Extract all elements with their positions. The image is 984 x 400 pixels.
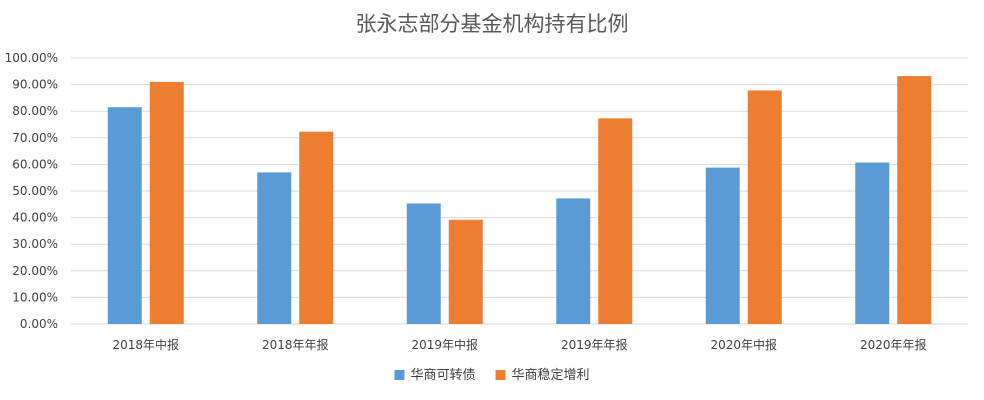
y-tick-label: 50.00% xyxy=(12,184,58,198)
y-tick-label: 10.00% xyxy=(12,290,58,304)
legend: 华商可转债 华商稳定增利 xyxy=(394,367,590,383)
bar xyxy=(257,172,292,324)
bar xyxy=(747,90,782,325)
bar xyxy=(598,118,633,324)
legend-item: 华商可转债 xyxy=(394,368,476,383)
x-tick-label: 2020年年报 xyxy=(860,337,927,352)
y-tick-label: 60.00% xyxy=(12,157,58,171)
x-tick-label: 2018年中报 xyxy=(112,337,179,352)
y-tick-label: 30.00% xyxy=(12,237,58,251)
x-tick-label: 2020年中报 xyxy=(710,337,777,352)
y-tick-label: 70.00% xyxy=(12,131,58,145)
bar xyxy=(705,167,740,324)
bars xyxy=(107,76,932,325)
bar xyxy=(406,203,441,324)
x-tick-label: 2019年中报 xyxy=(411,337,478,352)
y-tick-label: 20.00% xyxy=(12,264,58,278)
bar xyxy=(299,131,334,324)
y-tick-label: 90.00% xyxy=(12,78,58,92)
bar xyxy=(149,81,184,324)
y-tick-label: 0.00% xyxy=(20,317,58,331)
x-tick-label: 2019年年报 xyxy=(561,337,628,352)
y-tick-label: 40.00% xyxy=(12,211,58,225)
x-axis-tick-labels: 2018年中报 2018年年报 2019年中报 2019年年报 2020年中报 2020年… xyxy=(112,337,926,352)
legend-item: 华商稳定增利 xyxy=(495,367,590,383)
y-tick-label: 100.00% xyxy=(5,51,58,65)
gridlines xyxy=(71,57,968,325)
legend-label: 华商稳定增利 xyxy=(512,367,590,383)
bar xyxy=(448,219,483,324)
legend-label: 华商可转债 xyxy=(411,368,476,383)
x-tick-label: 2018年年报 xyxy=(262,337,329,352)
bar xyxy=(855,162,890,324)
bar xyxy=(897,76,932,324)
y-tick-label: 80.00% xyxy=(12,104,58,118)
legend-swatch xyxy=(495,370,506,380)
bar xyxy=(556,198,591,324)
bar xyxy=(107,107,142,325)
legend-swatch xyxy=(394,370,405,380)
y-axis-tick-labels: 0.00% 10.00% 20.00% 30.00% 40.00% 50.00% 60.00… xyxy=(5,51,58,331)
chart-title: 张永志部分基金机构持有比例 xyxy=(356,12,629,36)
